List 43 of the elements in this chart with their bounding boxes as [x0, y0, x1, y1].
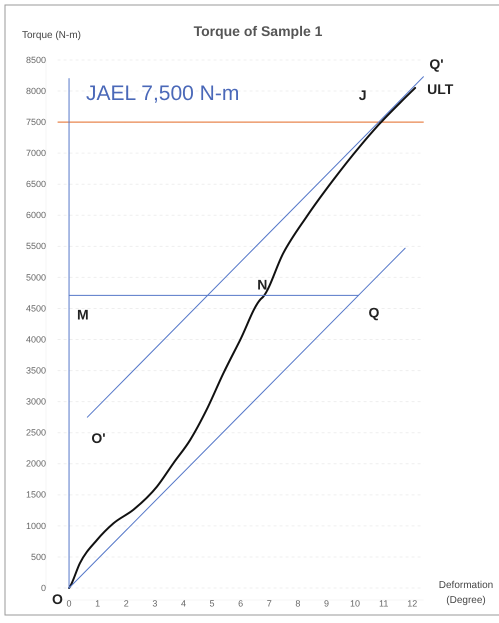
- y-tick-label: 500: [30, 552, 46, 562]
- y-tick-label: 2000: [26, 458, 46, 469]
- x-tick-label: 10: [350, 598, 360, 608]
- x-tick-label: 0: [66, 598, 72, 608]
- annotation: ULT: [427, 80, 454, 97]
- x-tick-label: 7: [266, 598, 272, 608]
- x-tick-label: 3: [152, 598, 158, 608]
- y-tick-label: 1000: [26, 520, 46, 531]
- annotation: Q': [429, 56, 444, 72]
- x-tick-label: 12: [407, 598, 418, 608]
- x-axis-title: Deformation (Degree): [438, 580, 494, 606]
- y-axis-title: Torque (N-m): [22, 30, 81, 41]
- y-tick-label: 7500: [26, 117, 46, 127]
- y-tick-label: 3000: [26, 396, 46, 407]
- y-tick-label: 3500: [26, 365, 46, 376]
- y-tick-label: 7000: [26, 148, 46, 158]
- y-tick-label: 5500: [26, 241, 46, 252]
- annotation: Q: [368, 304, 380, 320]
- annotation: O: [52, 591, 64, 607]
- x-tick-label: 6: [238, 598, 244, 608]
- y-tick-label: 8000: [26, 86, 46, 96]
- x-tick-label: 1: [95, 598, 100, 608]
- y-tick-label: 4000: [26, 334, 46, 344]
- y-tick-label: 4500: [26, 303, 46, 314]
- x-tick-label: 2: [124, 598, 129, 608]
- annotation: M: [77, 306, 89, 322]
- x-tick-label: 11: [378, 598, 388, 608]
- ref-line-label: JAEL 7,500 N-m: [86, 82, 240, 106]
- y-tick-label: 1500: [26, 490, 46, 500]
- annotation: O': [91, 430, 106, 446]
- y-tick-label: 5000: [26, 272, 46, 282]
- y-tick-label: 6000: [26, 210, 46, 220]
- y-tick-label: 8500: [26, 54, 46, 65]
- x-tick-label: 5: [210, 598, 215, 608]
- y-tick-label: 6500: [26, 179, 46, 190]
- annotation: J: [358, 87, 367, 104]
- annotation: N: [257, 276, 268, 292]
- x-tick-label: 4: [180, 598, 186, 608]
- chart-title: Torque of Sample 1: [194, 23, 323, 39]
- y-tick-label: 0: [40, 582, 46, 593]
- x-tick-label: 9: [324, 598, 329, 608]
- y-tick-label: 2500: [26, 428, 46, 438]
- x-tick-label: 8: [295, 598, 300, 608]
